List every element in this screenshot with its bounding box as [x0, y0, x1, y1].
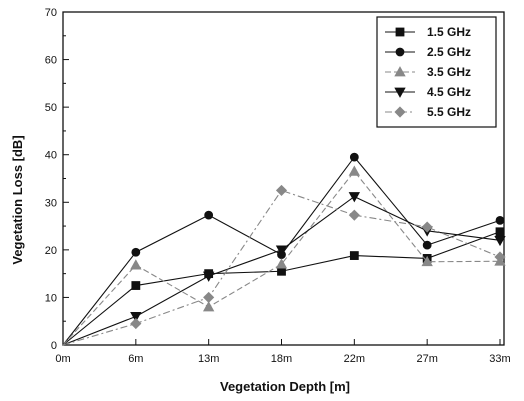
x-tick-label: 18m — [271, 353, 292, 365]
data-point — [130, 318, 142, 330]
series-group — [62, 227, 505, 346]
data-point — [275, 245, 288, 256]
data-point — [204, 210, 214, 220]
y-tick-label: 40 — [45, 150, 57, 162]
x-tick-label: 13m — [198, 353, 219, 365]
x-tick-label: 0m — [55, 353, 70, 365]
legend-label: 4.5 GHz — [427, 85, 471, 99]
legend-label: 1.5 GHz — [427, 25, 471, 39]
series-layer — [62, 152, 506, 346]
data-point — [494, 235, 506, 247]
legend-marker — [394, 106, 406, 118]
y-tick-label: 30 — [45, 197, 57, 209]
axes: 0 10 20 30 40 50 60 70 0m 6m 13m 18m 22m 27m 33m — [45, 7, 511, 365]
data-point — [275, 184, 288, 196]
data-point — [349, 152, 359, 162]
legend-marker — [394, 66, 406, 77]
data-point — [421, 221, 433, 233]
data-point — [275, 258, 288, 269]
data-point — [130, 312, 142, 323]
data-point — [422, 240, 432, 250]
data-point — [421, 255, 433, 267]
y-tick-label: 20 — [45, 245, 57, 257]
data-point — [495, 227, 505, 237]
data-point — [349, 251, 359, 260]
data-point — [202, 271, 215, 282]
y-tick-label: 50 — [45, 102, 57, 114]
data-point — [495, 215, 505, 225]
series-group — [62, 165, 506, 346]
legend-label: 5.5 GHz — [427, 105, 471, 119]
legend-label: 3.5 GHz — [427, 65, 471, 79]
data-point — [131, 247, 141, 257]
x-axis-title: Vegetation Depth [m] — [220, 379, 350, 394]
data-point — [348, 192, 361, 203]
series-group — [62, 184, 506, 346]
x-tick-label: 22m — [344, 353, 365, 365]
x-tick-label: 33m — [489, 353, 510, 365]
y-tick-label: 70 — [45, 7, 57, 19]
data-point — [202, 301, 215, 312]
x-tick-label: 6m — [128, 353, 143, 365]
y-tick-label: 0 — [51, 340, 57, 352]
x-tick-label: 27m — [416, 353, 437, 365]
data-point — [348, 165, 361, 176]
data-point — [131, 281, 141, 290]
legend: 1.5 GHz 2.5 GHz 3.5 GHz 4.5 GHz 5.5 GHz — [376, 16, 497, 128]
y-tick-label: 60 — [45, 55, 57, 67]
legend-marker — [395, 47, 405, 57]
data-point — [494, 251, 506, 263]
legend-label: 2.5 GHz — [427, 45, 471, 59]
legend-marker — [395, 27, 405, 37]
data-point — [203, 291, 215, 303]
y-axis-title: Vegetation Loss [dB] — [10, 135, 25, 264]
data-point — [130, 259, 142, 270]
y-tick-label: 10 — [45, 292, 57, 304]
legend-marker — [394, 87, 406, 98]
data-point — [348, 209, 360, 221]
